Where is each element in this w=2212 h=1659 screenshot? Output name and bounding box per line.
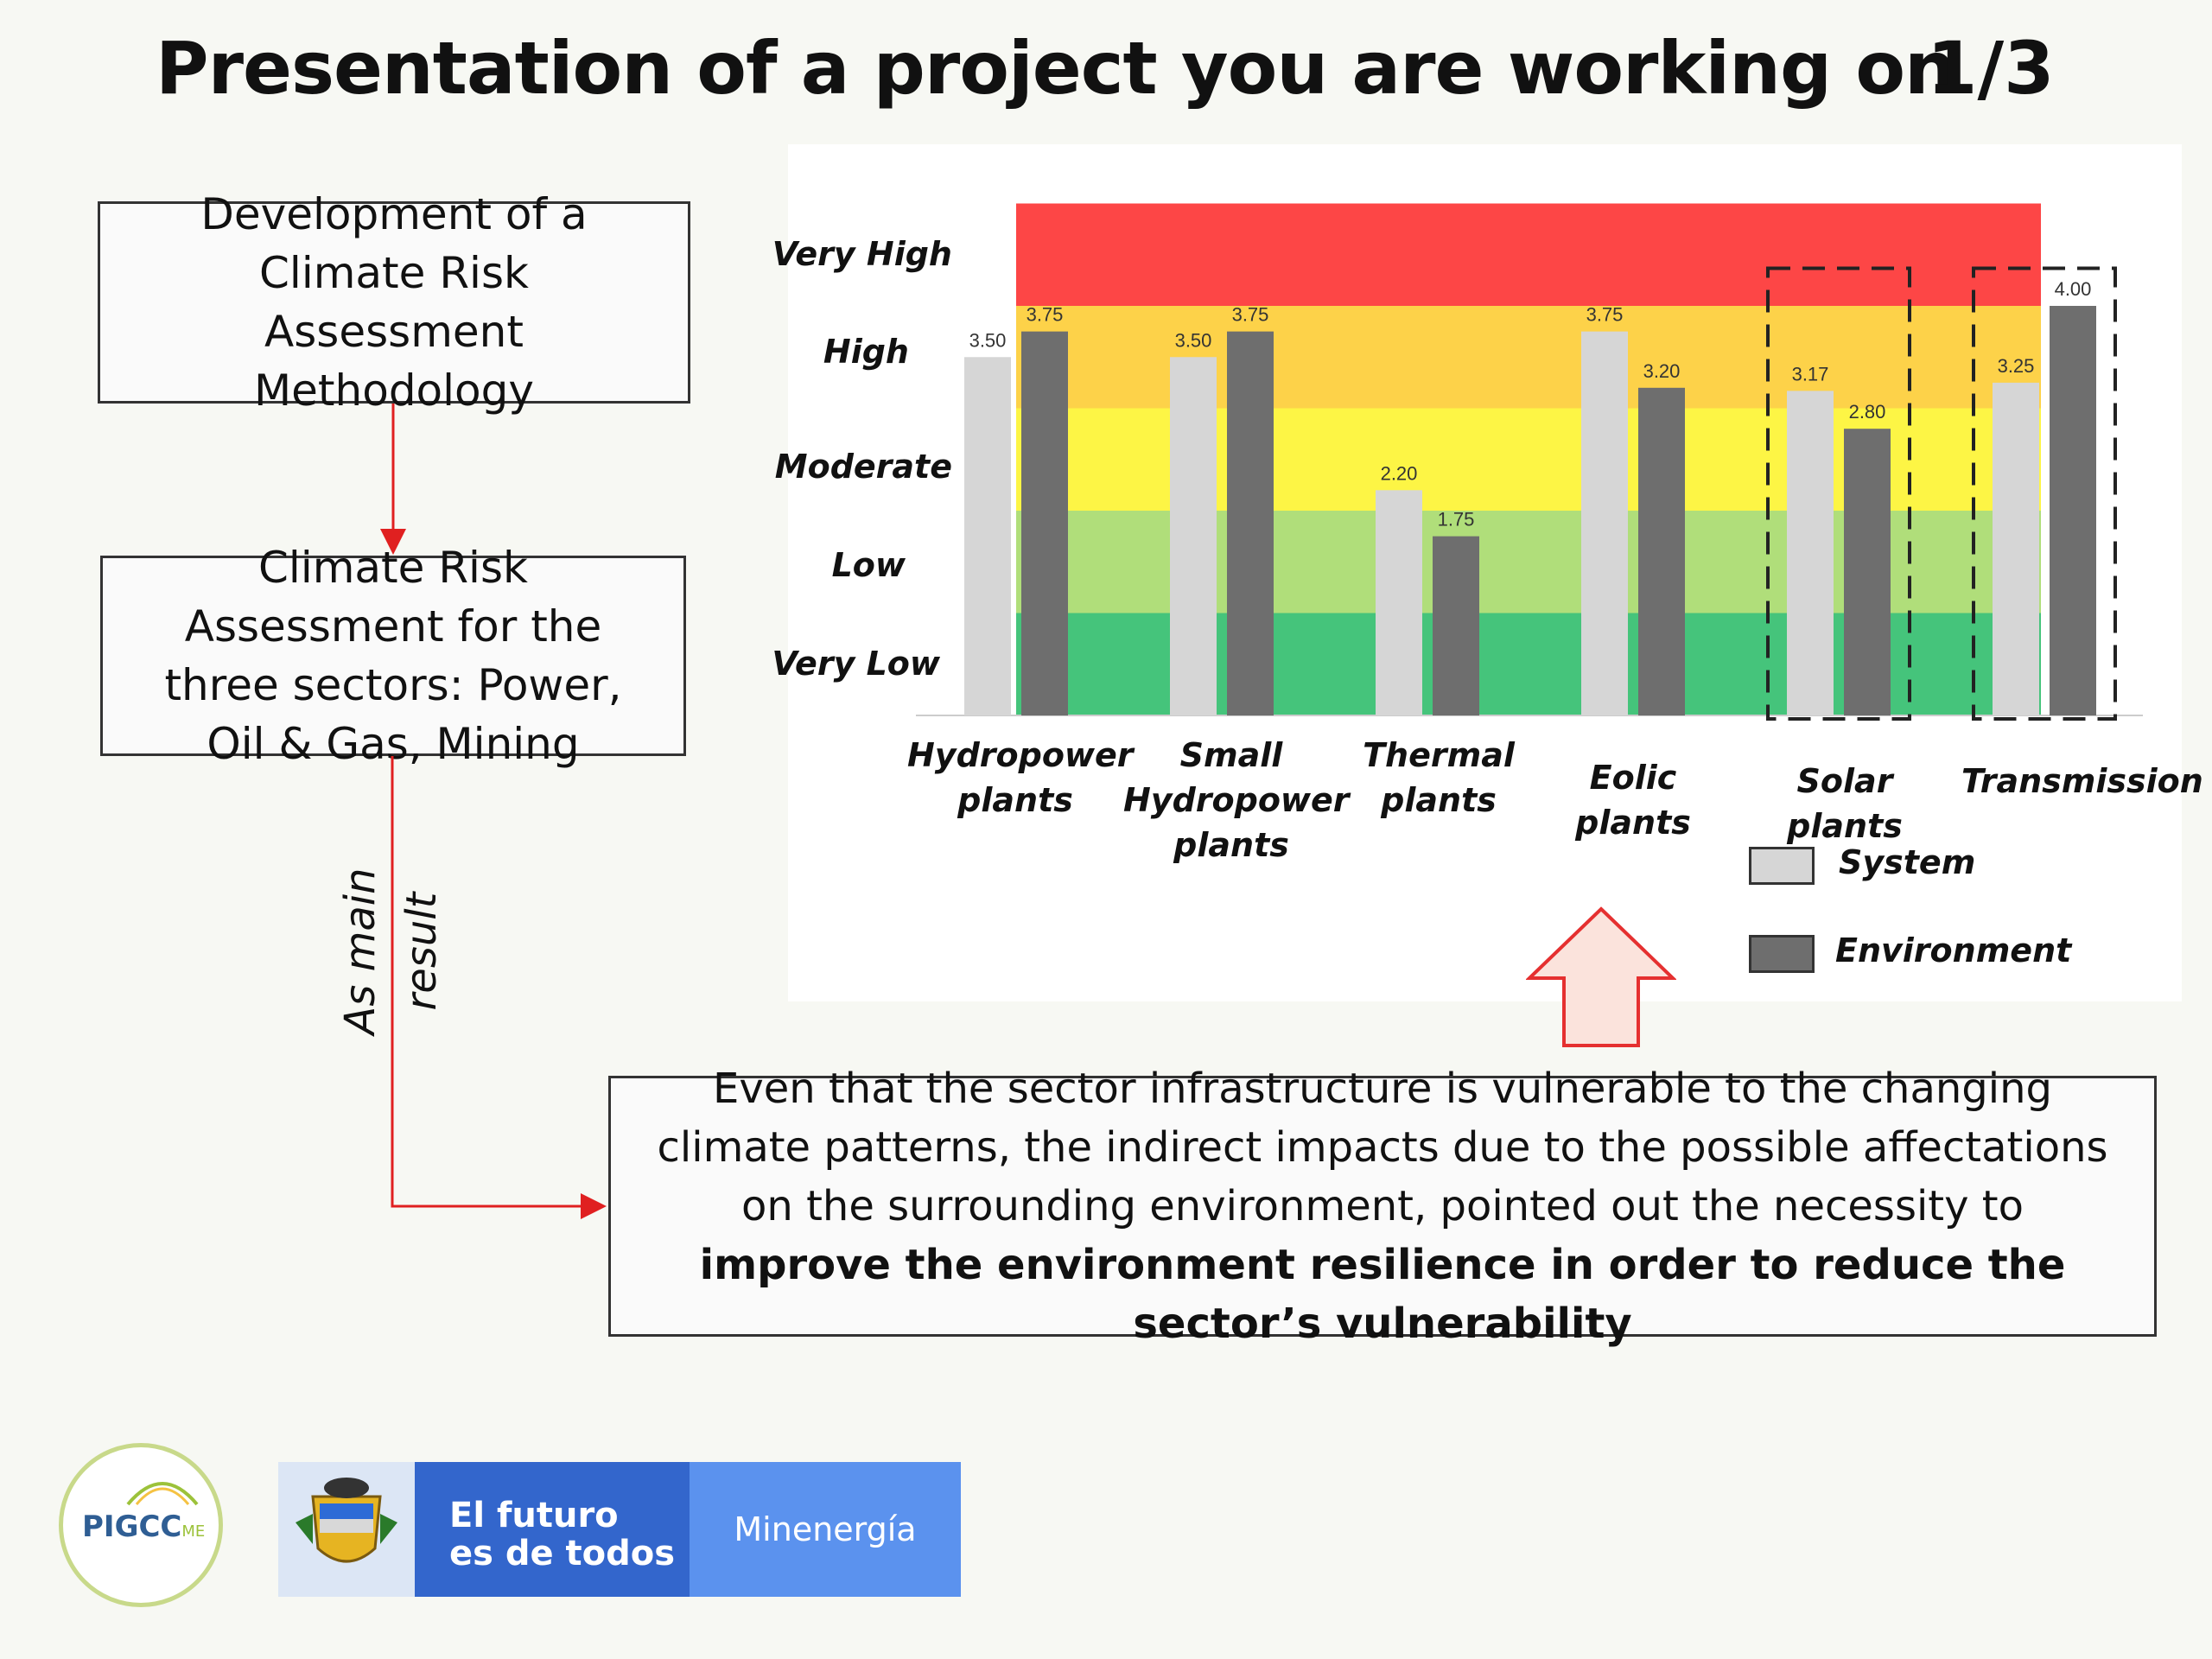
conclusion-text-bold: improve the environment resilience in or… [699,1241,2066,1348]
pigcc-logo-text: PIGCCME [82,1510,205,1544]
highlight-box-1 [1972,266,2117,721]
legend-swatch-environment [1749,935,1815,973]
bar-environment-1 [1227,331,1274,715]
data-label-environment-2: 1.75 [1438,509,1475,531]
pigcc-logo-text-main: PIGCC [82,1510,182,1544]
bar-system-0 [964,357,1011,715]
risk-assessment-box-text: Climate Risk Assessment for the three se… [164,543,622,769]
bar-system-4 [1787,391,1834,715]
pigcc-logo: PIGCCME [59,1443,223,1607]
level-label-very-low: Very Low [772,645,940,683]
data-label-environment-1: 3.75 [1232,304,1269,326]
ministry-name: Minenergía [690,1462,961,1597]
data-label-environment-3: 3.20 [1643,360,1681,382]
government-slogan: El futuro es de todos [415,1462,690,1597]
conclusion-text: Even that the sector infrastructure is v… [645,1059,2120,1353]
data-label-system-4: 3.17 [1792,363,1829,385]
government-slogan-line1: El futuro [449,1496,619,1535]
risk-band-3 [1016,306,2041,409]
government-banner: El futuro es de todos Minenergía [278,1462,961,1597]
category-label-transmission: Transmission [1961,762,2203,800]
government-slogan-line2: es de todos [449,1534,676,1573]
slide-page-indicator: 1/3 [1927,26,2055,111]
highlight-box-0 [1766,266,1911,721]
pigcc-logo-text-suffix: ME [181,1522,206,1541]
category-label-eolic: Eolic plants [1575,759,1691,842]
level-label-moderate: Moderate [774,448,952,486]
up-arrow-icon [1526,906,1676,1047]
risk-band-4 [1016,203,2041,306]
data-label-environment-0: 3.75 [1027,304,1064,326]
category-label-hydropower: Hydropower plants [907,736,1134,819]
bar-environment-5 [2050,306,2096,715]
methodology-box-text: Development of a Climate Risk Assessment… [200,189,588,416]
level-label-high: High [823,333,909,371]
data-label-system-0: 3.50 [969,329,1007,351]
data-label-system-1: 3.50 [1175,329,1212,351]
conclusion-text-regular: Even that the sector infrastructure is v… [657,1065,2108,1230]
bar-environment-2 [1433,536,1479,715]
conclusion-box: Even that the sector infrastructure is v… [608,1065,2157,1348]
risk-assessment-box: Climate Risk Assessment for the three se… [100,543,686,769]
bar-system-3 [1581,331,1628,715]
level-label-very-high: Very High [772,235,952,273]
methodology-box: Development of a Climate Risk Assessment… [98,189,690,416]
bar-environment-0 [1021,331,1068,715]
legend-label-environment: Environment [1835,931,2072,969]
category-label-solar: Solar plants [1787,762,1903,845]
legend-label-system: System [1839,843,1976,881]
rainbow-arc-icon [126,1482,199,1506]
data-label-environment-5: 4.00 [2055,278,2092,300]
data-label-environment-4: 2.80 [1849,401,1886,423]
category-label-small-hydropower: Small Hydropower plants [1123,736,1350,864]
data-label-system-2: 2.20 [1381,462,1418,484]
slide-title: Presentation of a project you are workin… [156,26,1956,111]
coat-of-arms-icon [278,1462,415,1597]
legend-swatch-system [1749,847,1815,885]
arrow-box2-to-result [391,756,607,1219]
bar-system-2 [1376,490,1422,715]
category-label-thermal: Thermal plants [1363,736,1515,819]
bar-environment-4 [1844,429,1891,715]
bar-system-1 [1170,357,1217,715]
bar-environment-3 [1638,387,1685,715]
data-label-system-3: 3.75 [1586,304,1624,326]
level-label-low: Low [831,546,906,584]
data-label-system-5: 3.25 [1998,355,2035,377]
bar-system-5 [1993,382,2039,715]
